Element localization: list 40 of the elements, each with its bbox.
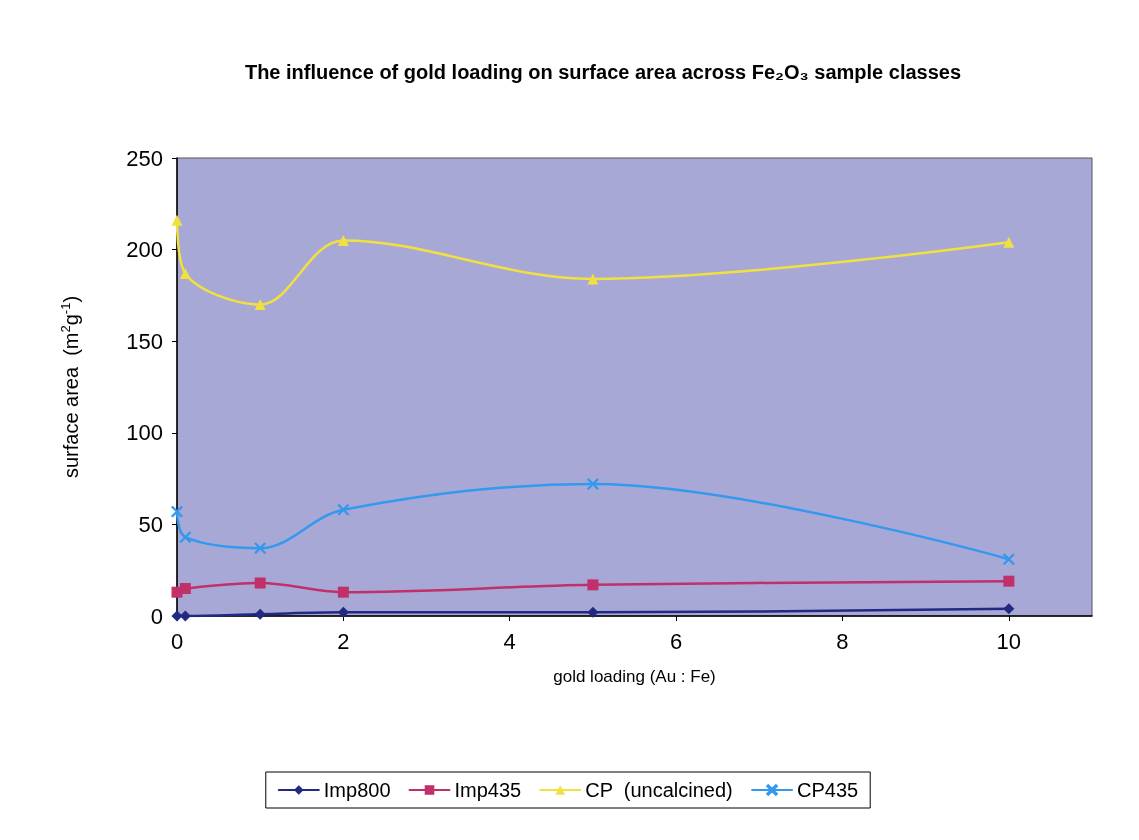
point (254, 608, 266, 620)
point (254, 577, 266, 589)
y-tick-label: 150 (126, 328, 163, 354)
y-axis-title: surface area (m2g-1) (58, 295, 82, 479)
point (587, 579, 599, 591)
point (587, 273, 599, 285)
point (179, 267, 191, 279)
point (254, 542, 267, 555)
x-tick-label: 4 (503, 628, 516, 654)
legend-label: CP (uncalcined) (585, 779, 733, 801)
x-tick-label: 6 (669, 628, 683, 654)
legend-label: CP435 (797, 779, 859, 801)
chart-title: The influence of gold loading on surface area across Fe₂O₃ sample classes (244, 61, 962, 83)
point (171, 610, 183, 622)
point (179, 583, 191, 595)
point (171, 214, 183, 226)
y-tick-label: 0 (150, 603, 163, 629)
legend-label: Imp435 (454, 779, 522, 801)
x-tick-label: 0 (170, 628, 184, 654)
y-tick-label: 200 (126, 237, 163, 263)
point (587, 606, 599, 618)
y-tick-label: 100 (126, 420, 163, 446)
point (586, 478, 599, 491)
point (337, 586, 349, 598)
x-tick-label: 2 (337, 628, 350, 654)
point (179, 531, 192, 544)
point (171, 505, 183, 518)
legend-label: Imp800 (323, 779, 391, 801)
x-tick-label: 10 (996, 628, 1022, 654)
point (1002, 553, 1015, 566)
x-tick-label: 8 (836, 628, 849, 654)
y-tick-label: 250 (126, 145, 163, 171)
point (1003, 575, 1015, 587)
point (337, 234, 349, 246)
y-tick-label: 50 (138, 511, 163, 537)
point (1003, 603, 1015, 615)
point (337, 503, 350, 516)
point (254, 299, 266, 311)
x-axis-title: gold loading (Au : Fe) (553, 667, 716, 686)
point (1003, 236, 1015, 248)
